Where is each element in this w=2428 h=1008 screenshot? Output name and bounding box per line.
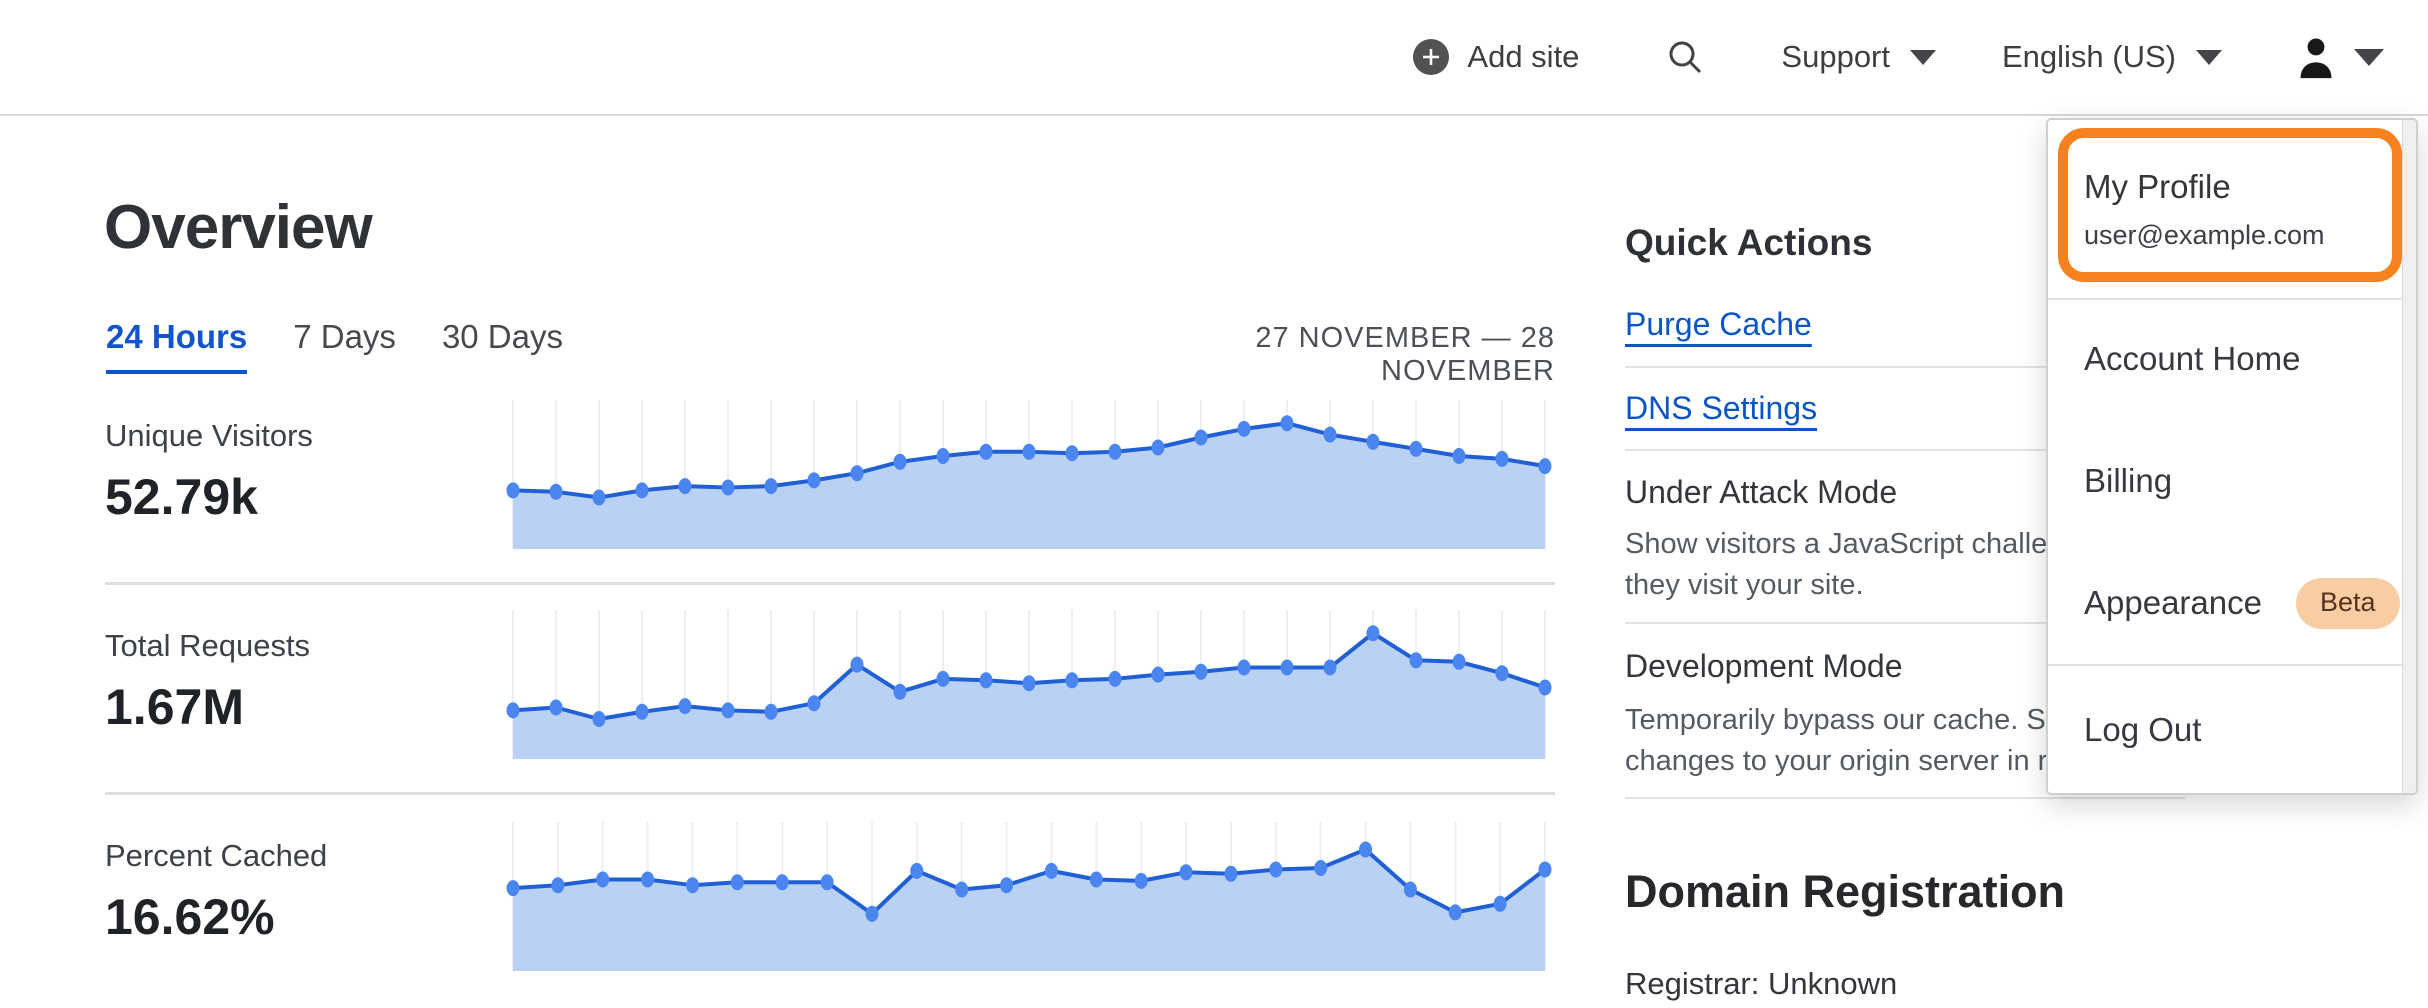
add-site-label: Add site bbox=[1467, 39, 1580, 74]
account-dropdown-menu: My Profile user@example.com Account Home… bbox=[2046, 118, 2418, 795]
unique-visitors-chart bbox=[505, 394, 1553, 549]
page-title: Overview bbox=[104, 193, 373, 262]
user-menu-caret[interactable] bbox=[2354, 48, 2384, 66]
date-range: 27 NOVEMBER — 28 NOVEMBER bbox=[1255, 322, 1555, 387]
dropdown-scrollbar[interactable] bbox=[2402, 120, 2416, 793]
divider bbox=[2048, 664, 2402, 666]
search-icon[interactable] bbox=[1665, 37, 1705, 77]
divider bbox=[1625, 622, 2185, 624]
language-menu[interactable]: English (US) bbox=[2002, 39, 2222, 75]
menu-item-account-home[interactable]: Account Home bbox=[2048, 298, 2404, 420]
time-range-tabs: 24 Hours 7 Days 30 Days bbox=[106, 318, 563, 374]
appearance-label: Appearance bbox=[2084, 584, 2262, 621]
tab-30-days[interactable]: 30 Days bbox=[441, 318, 563, 355]
person-icon bbox=[2300, 38, 2332, 79]
metric-value-unique-visitors: 52.79k bbox=[105, 469, 258, 525]
metric-value-total-requests: 1.67M bbox=[105, 679, 244, 735]
topbar: Add site Support English (US) bbox=[0, 0, 2428, 116]
under-attack-mode-label: Under Attack Mode bbox=[1625, 474, 1898, 510]
menu-item-appearance[interactable]: Appearance Beta bbox=[2048, 542, 2404, 664]
metric-label-total-requests: Total Requests bbox=[105, 628, 311, 663]
divider bbox=[2048, 298, 2402, 300]
divider bbox=[1625, 797, 2185, 799]
plus-circle-icon bbox=[1413, 39, 1450, 75]
divider bbox=[105, 582, 1555, 585]
my-profile-label: My Profile bbox=[2084, 167, 2231, 205]
domain-registration-title: Domain Registration bbox=[1625, 866, 2066, 917]
total-requests-chart bbox=[505, 604, 1553, 759]
beta-badge: Beta bbox=[2295, 577, 2400, 629]
divider bbox=[105, 792, 1555, 795]
support-label: Support bbox=[1781, 39, 1890, 74]
registrar-text: Registrar: Unknown bbox=[1625, 966, 1898, 1001]
quick-actions-title: Quick Actions bbox=[1625, 222, 1873, 263]
metric-label-unique-visitors: Unique Visitors bbox=[105, 418, 313, 453]
support-menu[interactable]: Support bbox=[1781, 39, 1936, 75]
billing-label: Billing bbox=[2084, 462, 2173, 499]
profile-email: user@example.com bbox=[2084, 219, 2325, 250]
metric-label-percent-cached: Percent Cached bbox=[105, 838, 328, 873]
language-label: English (US) bbox=[2002, 39, 2176, 74]
chevron-down-icon bbox=[1910, 49, 1936, 65]
divider bbox=[1625, 449, 2185, 451]
divider bbox=[1625, 366, 2185, 368]
menu-item-billing[interactable]: Billing bbox=[2048, 420, 2404, 542]
menu-item-log-out[interactable]: Log Out bbox=[2048, 666, 2404, 794]
account-home-label: Account Home bbox=[2084, 340, 2301, 377]
menu-item-my-profile[interactable]: My Profile user@example.com bbox=[2048, 120, 2404, 298]
chevron-down-icon bbox=[2196, 49, 2222, 65]
dns-settings-link[interactable]: DNS Settings bbox=[1625, 390, 1818, 426]
metric-value-percent-cached: 16.62% bbox=[105, 889, 275, 945]
log-out-label: Log Out bbox=[2084, 711, 2202, 748]
purge-cache-link[interactable]: Purge Cache bbox=[1625, 306, 1812, 342]
development-mode-label: Development Mode bbox=[1625, 648, 1903, 684]
tab-24-hours[interactable]: 24 Hours bbox=[106, 318, 248, 374]
percent-cached-chart bbox=[505, 816, 1553, 971]
add-site-button[interactable]: Add site bbox=[1413, 39, 1579, 75]
user-avatar-button[interactable] bbox=[2294, 34, 2338, 80]
tab-7-days[interactable]: 7 Days bbox=[293, 318, 396, 355]
